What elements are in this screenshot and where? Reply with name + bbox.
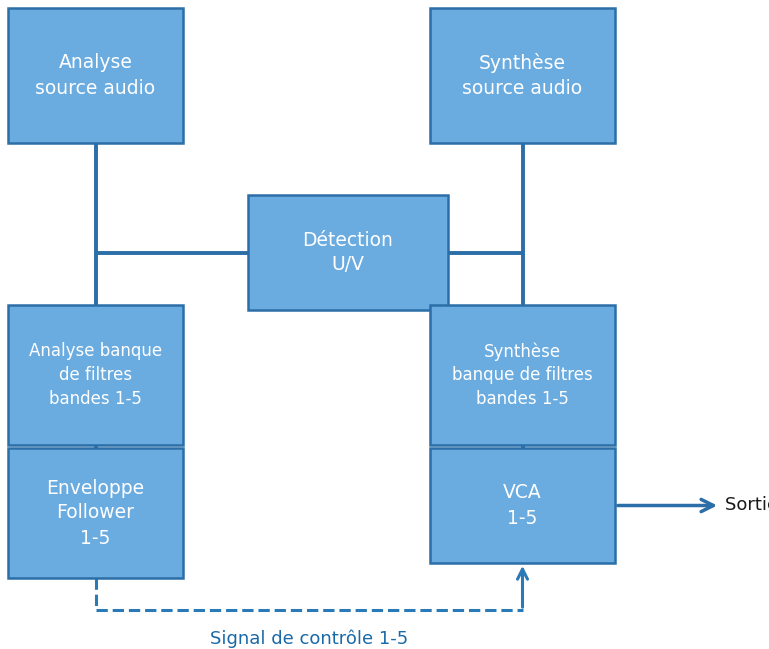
Text: Enveloppe
Follower
1-5: Enveloppe Follower 1-5 bbox=[46, 478, 145, 548]
Bar bbox=[8, 448, 183, 578]
Text: VCA
1-5: VCA 1-5 bbox=[503, 484, 542, 528]
Text: Analyse banque
de filtres
bandes 1-5: Analyse banque de filtres bandes 1-5 bbox=[29, 343, 162, 408]
Bar bbox=[248, 195, 448, 310]
Bar bbox=[8, 305, 183, 445]
Bar bbox=[8, 8, 183, 143]
Bar bbox=[430, 305, 615, 445]
Text: Synthèse
source audio: Synthèse source audio bbox=[462, 53, 583, 98]
Text: Signal de contrôle 1-5: Signal de contrôle 1-5 bbox=[210, 630, 408, 648]
Bar bbox=[430, 8, 615, 143]
Text: Sortie audio: Sortie audio bbox=[725, 496, 769, 515]
Text: Analyse
source audio: Analyse source audio bbox=[35, 53, 155, 97]
Bar bbox=[430, 448, 615, 563]
Text: Synthèse
banque de filtres
bandes 1-5: Synthèse banque de filtres bandes 1-5 bbox=[452, 342, 593, 408]
Text: Détection
U/V: Détection U/V bbox=[302, 230, 394, 275]
